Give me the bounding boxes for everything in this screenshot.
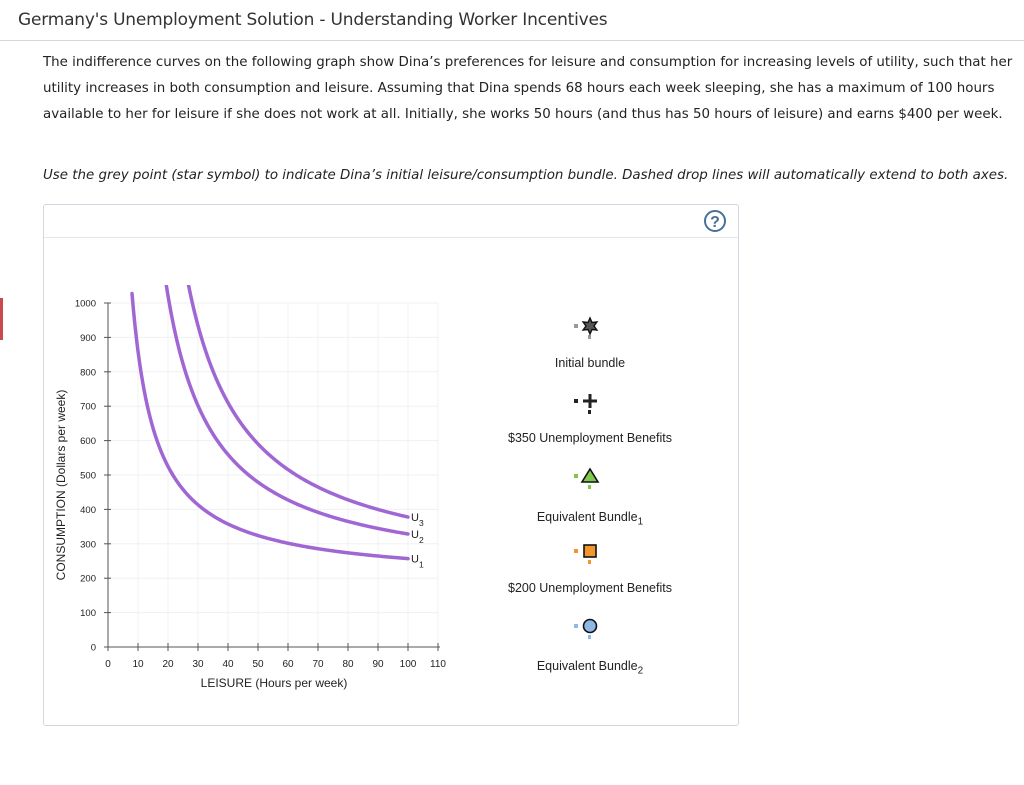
panel-header-divider <box>44 237 738 238</box>
x-tick-label: 30 <box>192 659 204 670</box>
drop-line-hint <box>574 324 578 328</box>
y-tick-label: 200 <box>80 574 96 585</box>
legend-label-text: $200 Unemployment Benefits <box>508 581 672 595</box>
legend-label: Initial bundle <box>480 356 700 370</box>
legend-tool-star[interactable] <box>572 316 608 345</box>
drop-line-hint <box>588 410 591 414</box>
legend-label-subscript: 2 <box>637 665 644 677</box>
x-tick-label: 100 <box>400 659 417 670</box>
indifference-curve-3 <box>186 285 410 519</box>
legend-label: Equivalent Bundle1 <box>480 510 700 528</box>
indifference-curves <box>130 285 410 561</box>
triangle-icon <box>574 467 600 489</box>
legend-label-subscript: 1 <box>637 516 644 528</box>
square-shape <box>583 544 597 558</box>
y-tick-label: 500 <box>80 471 96 482</box>
star-icon <box>574 316 599 339</box>
drop-line-hint <box>588 485 591 489</box>
curve-label-letter: U <box>411 554 419 566</box>
legend-label: $200 Unemployment Benefits <box>480 581 700 595</box>
instruction-text: Use the grey point (star symbol) to indi… <box>43 168 1009 183</box>
drop-line-hint <box>574 399 578 403</box>
legend-tool-plus[interactable] <box>572 391 608 420</box>
help-button[interactable]: ? <box>704 210 726 232</box>
triangle-shape <box>580 467 600 483</box>
curve-label-subscript: 3 <box>419 518 424 528</box>
square-icon <box>574 544 597 564</box>
y-tick-label: 400 <box>80 505 96 516</box>
chart-grid <box>108 302 439 647</box>
x-tick-label: 80 <box>342 659 354 670</box>
legend-label-text: Initial bundle <box>554 356 626 370</box>
indifference-curve-1 <box>130 291 410 561</box>
curve-label-letter: U <box>411 529 419 541</box>
legend-tool-circle[interactable] <box>572 616 608 645</box>
curve-label-subscript: 1 <box>419 560 424 570</box>
drop-line-hint <box>588 560 591 564</box>
legend-label: $350 Unemployment Benefits <box>480 431 700 445</box>
curve-label-3: U3 <box>411 512 424 528</box>
y-axis-ticks: 0 100 200 300 400 500 600 700 800 900 1000 <box>75 299 111 654</box>
x-tick-label: 0 <box>105 659 111 670</box>
graph-panel: ? 0 100 200 300 400 500 600 700 800 900 1000 0 10 20… <box>43 204 739 726</box>
x-tick-label: 110 <box>430 659 446 670</box>
drop-line-hint <box>588 335 591 339</box>
legend-label-text: Equivalent Bundle <box>536 659 638 673</box>
plus-icon <box>574 394 597 414</box>
legend-label-text: $350 Unemployment Benefits <box>508 431 672 445</box>
indifference-curve-2 <box>164 285 410 536</box>
title-bar: Germany's Unemployment Solution - Unders… <box>0 0 1024 41</box>
y-tick-label: 800 <box>80 367 96 378</box>
x-axis-label: LEISURE (Hours per week) <box>201 676 348 690</box>
intro-paragraph: The indifference curves on the following… <box>43 55 1013 122</box>
y-tick-label: 900 <box>80 333 96 344</box>
circle-shape <box>582 618 598 634</box>
x-tick-label: 70 <box>312 659 324 670</box>
x-tick-label: 90 <box>372 659 384 670</box>
circle-icon <box>574 618 598 639</box>
drop-line-hint <box>574 624 578 628</box>
curve-label-letter: U <box>411 512 419 524</box>
y-axis-label: CONSUMPTION (Dollars per week) <box>54 390 68 581</box>
legend-tool-triangle[interactable] <box>572 466 608 495</box>
legend-label-text: Equivalent Bundle <box>536 510 638 524</box>
x-tick-label: 50 <box>252 659 264 670</box>
drop-line-hint <box>574 474 578 478</box>
y-tick-label: 1000 <box>75 299 96 310</box>
drop-line-hint <box>574 549 578 553</box>
x-tick-label: 60 <box>282 659 294 670</box>
curve-label-1: U1 <box>411 554 424 570</box>
drop-line-hint <box>588 635 591 639</box>
y-tick-label: 300 <box>80 539 96 550</box>
page-title: Germany's Unemployment Solution - Unders… <box>18 10 608 30</box>
y-tick-label: 0 <box>91 643 96 654</box>
x-tick-label: 20 <box>162 659 174 670</box>
left-edge-accent <box>0 298 3 340</box>
curve-label-2: U2 <box>411 529 424 545</box>
star-shape <box>581 316 599 336</box>
legend-label: Equivalent Bundle2 <box>480 659 700 677</box>
x-tick-label: 40 <box>222 659 234 670</box>
curve-label-subscript: 2 <box>419 535 424 545</box>
x-tick-label: 10 <box>132 659 144 670</box>
y-tick-label: 100 <box>80 608 96 619</box>
plus-shape <box>583 394 597 408</box>
x-axis-ticks: 0 10 20 30 40 50 60 70 80 90 100 110 <box>105 643 446 670</box>
legend-tool-square[interactable] <box>572 541 608 570</box>
y-tick-label: 700 <box>80 402 96 413</box>
y-tick-label: 600 <box>80 436 96 447</box>
